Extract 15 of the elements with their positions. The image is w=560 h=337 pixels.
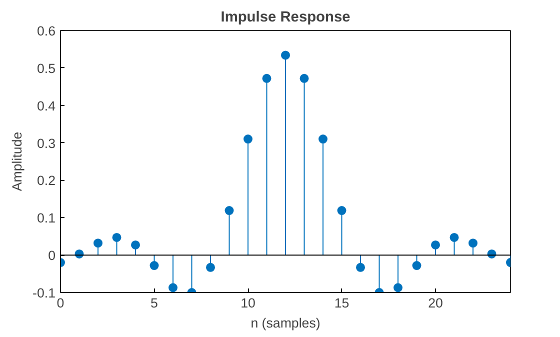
- x-axis-title: n (samples): [250, 316, 320, 330]
- chart-title: Impulse Response: [220, 10, 350, 26]
- y-tick-label: 0.1: [36, 210, 56, 226]
- y-tick-label: 0: [48, 248, 56, 264]
- y-tick-label: 0.4: [36, 98, 56, 114]
- y-tick-label: 0.6: [36, 24, 56, 38]
- y-tick-label: 0.3: [36, 136, 56, 151]
- y-axis-title: Amplitude: [10, 132, 25, 192]
- x-tick-label: 10: [240, 296, 256, 310]
- y-tick-label: 0.5: [36, 60, 56, 76]
- x-tick-label: 15: [334, 296, 350, 310]
- y-tick-label: 0.2: [36, 173, 56, 188]
- y-tick-label: -0.1: [32, 286, 56, 300]
- x-tick-label: 20: [428, 296, 443, 310]
- x-tick-label: 5: [150, 296, 158, 310]
